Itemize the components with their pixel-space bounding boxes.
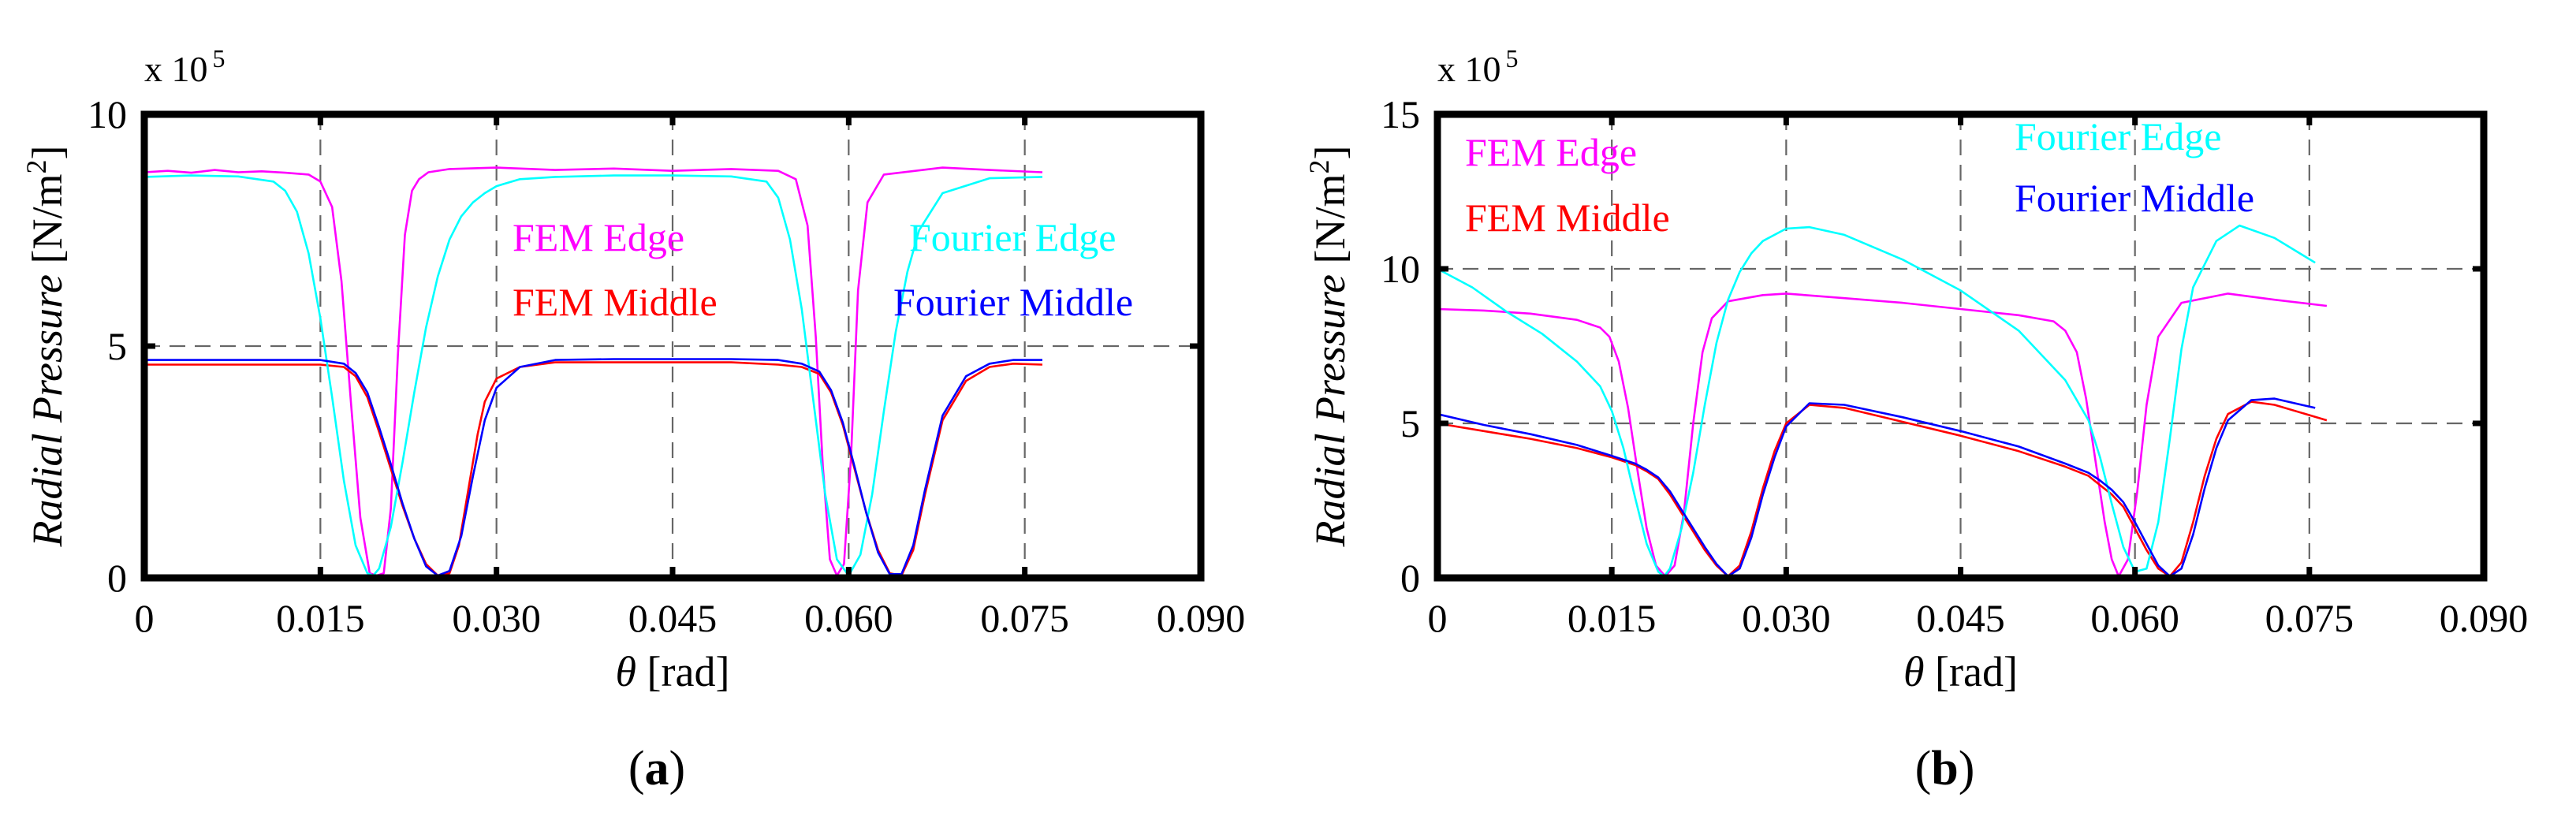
x-axis-label-a: θ [rad] xyxy=(616,648,730,695)
ticks-a xyxy=(144,114,1201,578)
y-tick-label-a-0: 0 xyxy=(107,556,127,600)
x-axis-label-b: θ [rad] xyxy=(1903,648,2018,695)
legend-b: FEM Edge FEM Middle Fourier Edge Fourier Mi… xyxy=(1465,114,2254,240)
y-tick-labels-b: 0 5 10 15 xyxy=(1381,92,1420,600)
series-line-a-fourier-edge xyxy=(144,174,1043,577)
series-line-a-fourier-middle xyxy=(144,358,1042,577)
x-tick-label-a-1: 0.015 xyxy=(276,596,365,640)
y-axis-label-b: Radial Pressure [N/m2] xyxy=(1303,146,1354,548)
x-tick-labels-a: 0 0.015 0.030 0.045 0.060 0.075 0.090 xyxy=(135,596,1246,640)
series-group-b xyxy=(1437,224,2328,578)
exponent-label-a: x 10 5 xyxy=(144,44,226,89)
grid-b xyxy=(1437,114,2484,578)
x-tick-label-b-6: 0.090 xyxy=(2440,596,2529,640)
y-axis-label-a: Radial Pressure [N/m2] xyxy=(21,146,71,548)
legend-label-b-fem-middle: FEM Middle xyxy=(1465,196,1670,240)
legend-label-a-fourier-edge: Fourier Edge xyxy=(909,215,1116,259)
x-tick-label-b-4: 0.060 xyxy=(2090,596,2179,640)
legend-label-a-fem-edge: FEM Edge xyxy=(513,215,684,259)
ticks-b xyxy=(1437,114,2484,578)
x-tick-label-b-0: 0 xyxy=(1428,596,1448,640)
chart-a: 0 0.015 0.030 0.045 0.060 0.075 0.090 0 5 10 FEM… xyxy=(21,44,1245,795)
series-group-a xyxy=(144,166,1043,577)
chart-b: 0 0.015 0.030 0.045 0.060 0.075 0.090 0 5 10 15 F… xyxy=(1303,44,2528,795)
legend-label-a-fem-middle: FEM Middle xyxy=(513,280,718,324)
legend-label-b-fem-edge: FEM Edge xyxy=(1465,130,1637,174)
exponent-label-b: x 10 5 xyxy=(1437,44,1519,89)
panel-label-b: (b) xyxy=(1915,742,1975,795)
x-tick-label-b-1: 0.015 xyxy=(1568,596,1657,640)
x-tick-label-a-5: 0.075 xyxy=(980,596,1069,640)
x-tick-label-a-4: 0.060 xyxy=(804,596,893,640)
x-tick-labels-b: 0 0.015 0.030 0.045 0.060 0.075 0.090 xyxy=(1428,596,2529,640)
legend-label-a-fourier-middle: Fourier Middle xyxy=(893,280,1133,324)
y-tick-label-a-2: 10 xyxy=(88,92,127,136)
x-tick-label-a-0: 0 xyxy=(135,596,155,640)
x-tick-label-b-2: 0.030 xyxy=(1742,596,1831,640)
y-tick-label-b-0: 0 xyxy=(1400,556,1420,600)
series-line-b-fourier-middle xyxy=(1437,397,2316,578)
legend-label-b-fourier-edge: Fourier Edge xyxy=(2015,114,2221,158)
x-tick-label-b-5: 0.075 xyxy=(2265,596,2354,640)
series-line-b-fem-middle xyxy=(1437,400,2328,578)
y-tick-label-b-1: 5 xyxy=(1400,401,1420,445)
x-tick-label-b-3: 0.045 xyxy=(1916,596,2005,640)
x-tick-label-a-2: 0.030 xyxy=(452,596,541,640)
x-tick-label-a-3: 0.045 xyxy=(628,596,718,640)
y-tick-label-b-2: 10 xyxy=(1381,247,1420,291)
y-tick-labels-a: 0 5 10 xyxy=(88,92,127,600)
x-tick-label-a-6: 0.090 xyxy=(1157,596,1246,640)
series-line-a-fem-edge xyxy=(144,166,1043,577)
grid-a xyxy=(144,114,1201,578)
y-tick-label-b-3: 15 xyxy=(1381,92,1420,136)
panel-label-a: (a) xyxy=(628,742,685,795)
y-tick-label-a-1: 5 xyxy=(107,324,127,368)
legend-a: FEM Edge FEM Middle Fourier Edge Fourier Mi… xyxy=(513,215,1133,324)
series-line-b-fourier-edge xyxy=(1437,224,2316,578)
legend-label-b-fourier-middle: Fourier Middle xyxy=(2015,176,2254,220)
